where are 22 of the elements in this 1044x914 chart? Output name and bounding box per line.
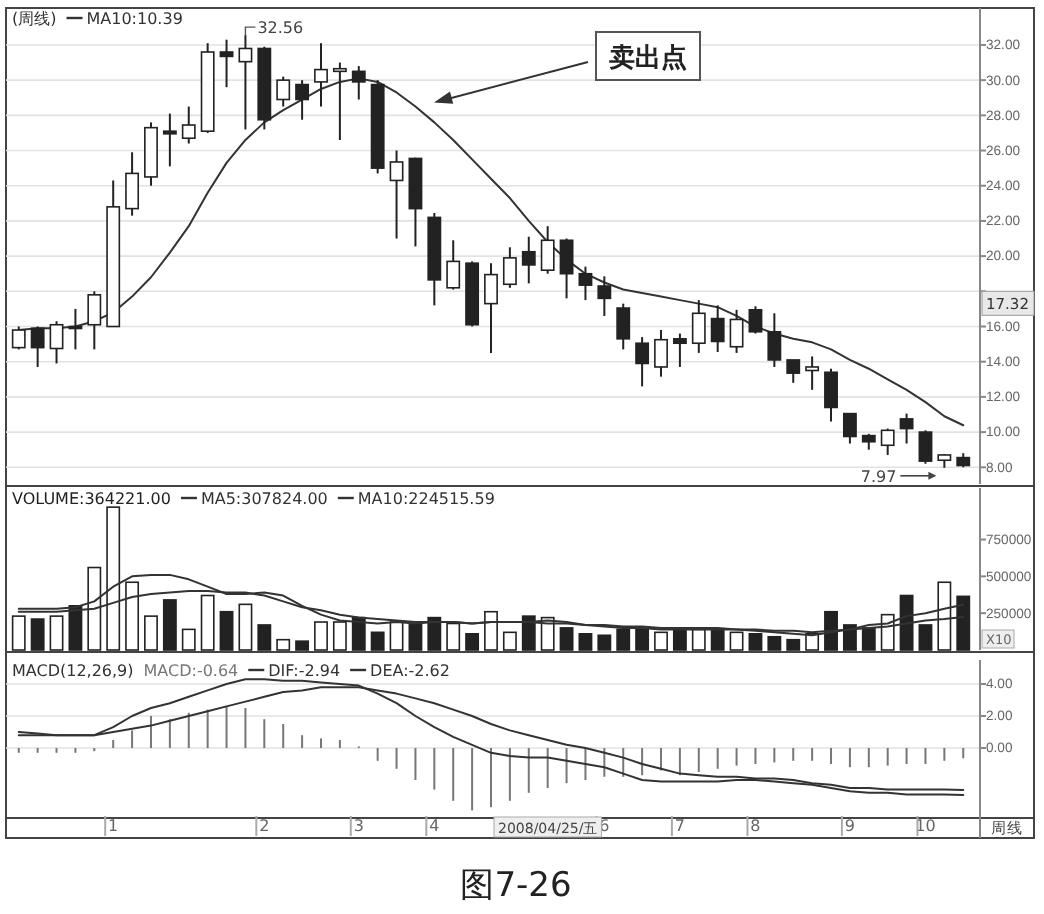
annotation: 卖出点 — [609, 42, 687, 74]
chart-title: MACD(12,26,9) — [12, 662, 134, 680]
legend-label: DEA:-2.62 — [370, 662, 450, 680]
caption: 图7-26 — [460, 866, 572, 906]
x-tick-label: 1 — [108, 816, 119, 835]
x-tick-label: 10 — [915, 816, 936, 835]
series-label: MACD:-0.64 — [143, 662, 239, 680]
annotation: 7.97 — [860, 467, 897, 486]
chart-title: (周线) — [12, 10, 57, 28]
legend-label: MA5:307824.00 — [200, 490, 328, 508]
x-tick-label: 9 — [844, 816, 855, 835]
x-tick-label: 3 — [353, 816, 364, 835]
x-tick-label: 2 — [259, 816, 270, 835]
callout-box: 卖出点 — [595, 31, 701, 81]
x-tick-label: 8 — [750, 816, 761, 835]
legend-label: DIF:-2.94 — [268, 662, 341, 680]
series-label: VOLUME:364221.00 — [12, 490, 171, 508]
legend-label: MA10:224515.59 — [357, 490, 495, 508]
legend-label: MA10:10.39 — [86, 10, 183, 28]
x-tick-label: 7 — [674, 816, 685, 835]
x-tick-label: 4 — [429, 816, 440, 835]
annotation: 32.56 — [257, 19, 304, 38]
